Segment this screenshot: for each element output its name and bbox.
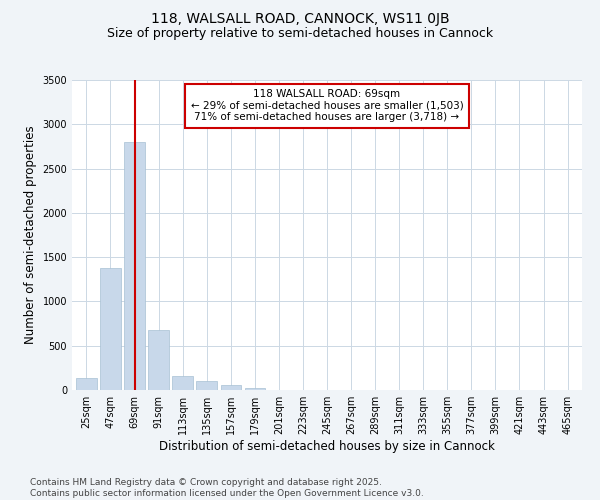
Bar (76, 378, 97, 390)
Text: Contains HM Land Registry data © Crown copyright and database right 2025.
Contai: Contains HM Land Registry data © Crown c… (30, 478, 424, 498)
Bar (196, 380, 217, 390)
Text: 118 WALSALL ROAD: 69sqm
← 29% of semi-detached houses are smaller (1,503)
71% of: 118 WALSALL ROAD: 69sqm ← 29% of semi-de… (191, 90, 463, 122)
Text: Size of property relative to semi-detached houses in Cannock: Size of property relative to semi-detach… (107, 28, 493, 40)
Bar (124, 142, 145, 390)
Bar (148, 330, 169, 390)
Bar (245, 388, 265, 390)
Bar (221, 385, 241, 390)
Text: 118, WALSALL ROAD, CANNOCK, WS11 0JB: 118, WALSALL ROAD, CANNOCK, WS11 0JB (151, 12, 449, 26)
Y-axis label: Number of semi-detached properties: Number of semi-detached properties (24, 126, 37, 344)
Bar (172, 376, 193, 390)
X-axis label: Distribution of semi-detached houses by size in Cannock: Distribution of semi-detached houses by … (159, 440, 495, 453)
Bar (100, 268, 121, 390)
